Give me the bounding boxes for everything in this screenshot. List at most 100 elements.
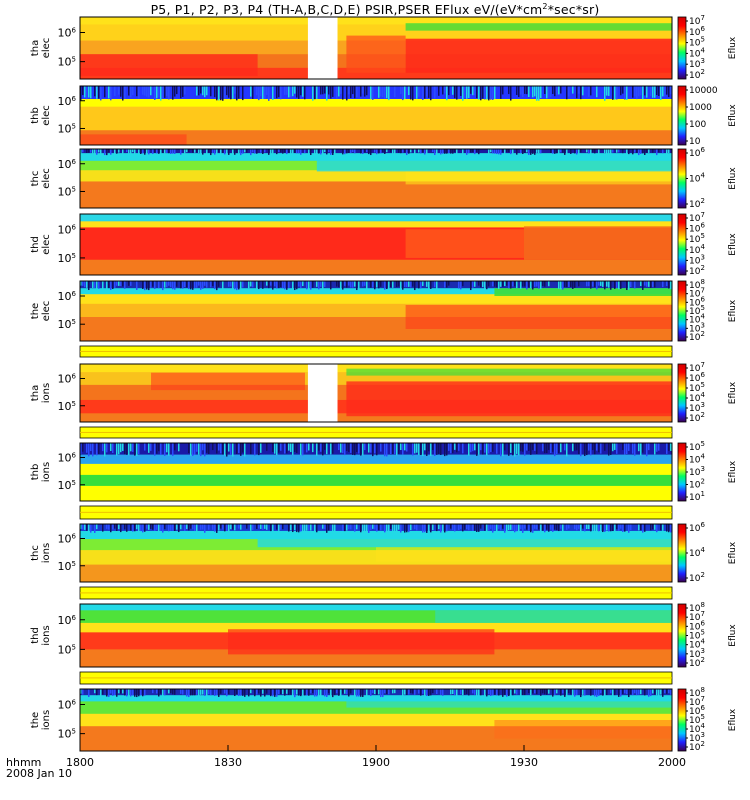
noise-stripe <box>252 149 254 153</box>
noise-stripe <box>528 281 530 288</box>
colorbar-label: Eflux <box>728 233 738 256</box>
noise-stripe <box>532 281 534 290</box>
noise-stripe <box>276 524 278 530</box>
noise-stripe <box>122 443 124 451</box>
heatmap-region <box>346 696 672 708</box>
noise-stripe <box>150 524 152 529</box>
noise-stripe <box>566 443 568 457</box>
noise-stripe <box>192 524 194 530</box>
noise-stripe <box>274 689 276 697</box>
noise-stripe <box>118 86 120 95</box>
noise-stripe <box>94 524 96 533</box>
noise-stripe <box>512 149 514 154</box>
noise-stripe <box>670 524 672 533</box>
noise-stripe <box>572 86 574 94</box>
noise-stripe <box>86 524 88 531</box>
noise-stripe <box>292 281 294 290</box>
noise-stripe <box>494 281 496 287</box>
noise-stripe <box>532 86 534 98</box>
noise-stripe <box>284 443 286 454</box>
noise-stripe <box>128 443 130 456</box>
noise-stripe <box>380 524 382 531</box>
noise-stripe <box>330 149 332 155</box>
noise-stripe <box>174 689 176 695</box>
noise-stripe <box>442 524 444 532</box>
noise-stripe <box>624 86 626 100</box>
noise-stripe <box>162 149 164 154</box>
noise-stripe <box>452 443 454 454</box>
noise-stripe <box>498 524 500 529</box>
noise-stripe <box>106 281 108 290</box>
noise-stripe <box>418 86 420 97</box>
noise-stripe <box>484 524 486 531</box>
noise-stripe <box>496 149 498 155</box>
noise-stripe <box>610 689 612 694</box>
noise-stripe <box>288 281 290 288</box>
noise-stripe <box>346 443 348 451</box>
noise-stripe <box>430 86 432 101</box>
noise-stripe <box>596 86 598 98</box>
noise-stripe <box>494 149 496 154</box>
noise-stripe <box>134 689 136 697</box>
noise-stripe <box>614 281 616 289</box>
noise-stripe <box>480 86 482 101</box>
noise-stripe <box>430 524 432 533</box>
noise-stripe <box>268 86 270 101</box>
noise-stripe <box>266 281 268 286</box>
noise-stripe <box>518 524 520 533</box>
noise-stripe <box>374 149 376 153</box>
noise-stripe <box>196 149 198 153</box>
noise-stripe <box>140 149 142 154</box>
noise-stripe <box>640 86 642 96</box>
noise-stripe <box>164 281 166 288</box>
noise-stripe <box>668 443 670 451</box>
noise-stripe <box>534 443 536 451</box>
noise-stripe <box>534 86 536 97</box>
noise-stripe <box>610 149 612 155</box>
noise-stripe <box>390 443 392 454</box>
noise-stripe <box>222 86 224 101</box>
panel-frame <box>79 523 673 583</box>
noise-stripe <box>362 689 364 697</box>
noise-stripe <box>152 689 154 694</box>
noise-stripe <box>502 281 504 287</box>
noise-stripe <box>514 689 516 694</box>
noise-stripe <box>252 281 254 288</box>
noise-stripe <box>546 443 548 454</box>
noise-stripe <box>364 443 366 451</box>
noise-stripe <box>294 281 296 291</box>
noise-stripe <box>340 443 342 453</box>
heatmap-region <box>346 35 406 73</box>
noise-stripe <box>580 524 582 532</box>
noise-stripe <box>338 281 340 288</box>
noise-stripe <box>522 689 524 696</box>
colorbar-tick-label: 105 <box>689 440 705 453</box>
noise-stripe <box>236 689 238 695</box>
noise-stripe <box>108 689 110 697</box>
noise-stripe <box>424 86 426 99</box>
noise-stripe <box>200 149 202 155</box>
noise-stripe <box>300 281 302 289</box>
noise-stripe <box>454 689 456 696</box>
heatmap-band <box>80 288 672 295</box>
noise-stripe <box>544 443 546 454</box>
noise-stripe <box>272 281 274 290</box>
noise-stripe <box>158 524 160 532</box>
species-label: ions <box>41 710 52 730</box>
noise-stripe <box>226 86 228 96</box>
noise-stripe <box>670 86 672 95</box>
heatmap-band <box>80 604 672 611</box>
colorbar-tick-label: 104 <box>689 172 705 185</box>
noise-stripe <box>308 689 310 696</box>
noise-stripe <box>162 524 164 533</box>
noise-stripe <box>502 689 504 697</box>
noise-stripe <box>666 86 668 95</box>
noise-stripe <box>158 86 160 98</box>
noise-stripe <box>388 86 390 101</box>
noise-stripe <box>320 443 322 452</box>
colorbar-label: Eflux <box>728 36 738 59</box>
noise-stripe <box>326 689 328 697</box>
noise-stripe <box>540 689 542 696</box>
noise-stripe <box>162 86 164 99</box>
noise-stripe <box>218 443 220 451</box>
